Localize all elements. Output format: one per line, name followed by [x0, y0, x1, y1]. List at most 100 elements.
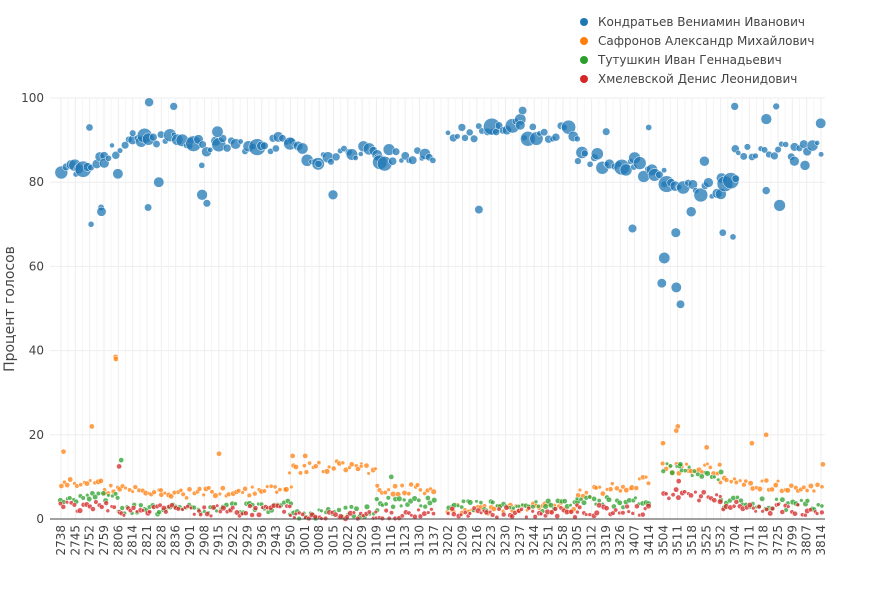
data-point	[287, 470, 292, 476]
legend-item-tutushkin[interactable]: Тутушкин Иван Геннадьевич	[575, 50, 814, 69]
data-point	[186, 486, 193, 493]
data-point	[610, 481, 615, 486]
data-point	[703, 177, 714, 188]
x-tick-label: 3022	[341, 525, 355, 556]
x-tick-label: 3525	[699, 525, 713, 556]
data-point	[449, 505, 455, 512]
data-point	[717, 498, 724, 505]
data-point	[772, 102, 780, 111]
data-point	[157, 502, 163, 508]
data-point	[180, 491, 186, 497]
data-point	[470, 134, 479, 143]
data-point	[707, 465, 713, 470]
data-point	[416, 497, 422, 503]
data-point	[511, 505, 516, 511]
data-point	[775, 479, 781, 484]
data-point	[646, 480, 651, 486]
data-point	[581, 499, 587, 506]
data-point	[390, 504, 396, 510]
x-tick-label: 2814	[126, 525, 140, 556]
data-point	[666, 495, 672, 501]
data-point	[633, 495, 638, 501]
data-point	[818, 151, 825, 158]
data-point	[418, 503, 423, 508]
data-point	[250, 484, 255, 490]
x-tick-label: 3407	[628, 525, 642, 556]
data-point	[640, 511, 646, 518]
x-tick-label: 3001	[298, 525, 312, 556]
data-point	[277, 504, 283, 509]
data-point	[779, 509, 786, 515]
data-point	[421, 510, 428, 517]
data-point	[374, 496, 380, 502]
data-point	[561, 498, 568, 504]
data-point	[801, 484, 807, 490]
data-point	[298, 470, 303, 476]
data-point	[533, 499, 539, 505]
data-point	[240, 490, 245, 495]
data-point	[261, 488, 267, 494]
data-point	[620, 484, 626, 490]
data-point	[591, 496, 597, 502]
data-point	[336, 507, 342, 513]
x-tick-label: 3230	[499, 525, 513, 556]
data-point	[763, 477, 770, 484]
data-point	[467, 511, 472, 516]
data-point	[252, 505, 259, 511]
data-point	[118, 457, 125, 463]
data-point	[431, 511, 436, 516]
x-tick-label: 3109	[369, 525, 383, 556]
data-point	[684, 462, 689, 467]
data-point	[619, 163, 633, 177]
data-point	[528, 123, 537, 131]
data-point	[479, 510, 484, 515]
legend-marker	[580, 17, 588, 26]
data-point	[208, 513, 214, 519]
data-point	[660, 440, 666, 447]
data-point	[807, 507, 813, 513]
data-point	[222, 143, 232, 153]
data-point	[602, 127, 611, 136]
data-point	[188, 505, 194, 511]
y-tick-label: 20	[29, 428, 44, 442]
legend-item-safronov[interactable]: Сафронов Александр Михайлович	[575, 31, 814, 50]
data-point	[130, 505, 137, 511]
data-point	[252, 491, 258, 497]
data-point	[610, 510, 616, 516]
data-point	[153, 176, 165, 188]
data-point	[289, 453, 296, 459]
data-point	[788, 482, 795, 489]
legend-label: Сафронов Александр Михайлович	[598, 33, 815, 48]
data-point	[760, 113, 772, 125]
data-point	[87, 221, 95, 228]
data-point	[216, 450, 222, 457]
x-tick-label: 3532	[714, 525, 728, 556]
data-point	[624, 503, 630, 510]
data-point	[670, 281, 682, 293]
data-point	[111, 504, 117, 510]
data-point	[743, 143, 751, 151]
data-point	[293, 464, 299, 470]
data-point	[545, 498, 552, 505]
data-point	[445, 129, 451, 136]
data-point	[331, 152, 341, 162]
data-point	[670, 227, 681, 238]
data-point	[761, 146, 769, 154]
data-point	[330, 465, 337, 472]
data-point	[373, 466, 378, 471]
data-point	[249, 512, 255, 518]
x-tick-label: 2836	[169, 525, 183, 556]
data-point	[716, 477, 721, 482]
data-point	[348, 461, 355, 468]
data-point	[536, 503, 541, 509]
data-point	[799, 160, 811, 171]
data-point	[769, 486, 775, 493]
data-point	[718, 228, 727, 237]
legend-label: Хмелевской Денис Леонидович	[598, 71, 798, 86]
data-point	[144, 203, 153, 212]
data-point	[272, 484, 278, 490]
data-point	[670, 492, 676, 498]
legend-item-kondratyev[interactable]: Кондратьев Вениамин Иванович	[575, 12, 814, 31]
legend-item-khmelevskoy[interactable]: Хмелевской Денис Леонидович	[575, 69, 814, 88]
